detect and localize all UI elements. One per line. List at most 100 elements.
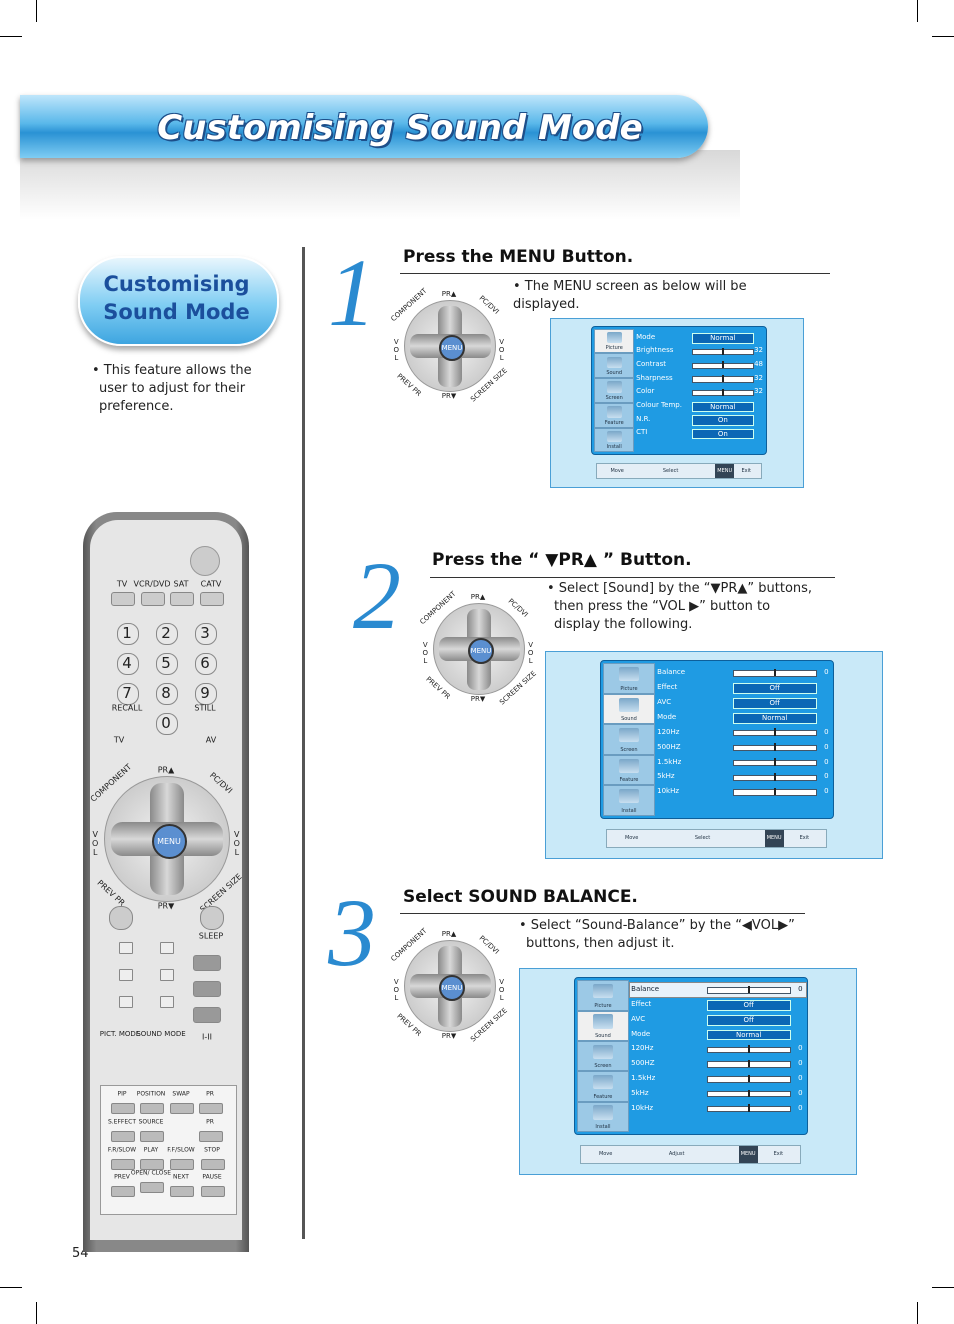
osd-row-label: 500HZ — [631, 1059, 655, 1068]
osd-tab-icon — [618, 789, 640, 804]
osd-footer-text: Move — [624, 835, 639, 842]
osd-screen: Picture Sound Screen Feature Install Balance 0… — [545, 651, 883, 859]
digit-label: 1 — [122, 623, 132, 642]
remote-label: SOUND MODE — [136, 1030, 186, 1039]
osd-row-label: Balance — [657, 668, 686, 677]
digit-label: 9 — [200, 683, 210, 702]
step-text: • The MENU screen as below will be displ… — [513, 279, 747, 312]
key-label: PR — [206, 1090, 214, 1098]
osd-value: 48 — [754, 360, 764, 369]
osd-tab: Picture — [594, 328, 635, 354]
osd-tab-icon — [618, 667, 640, 682]
remote-button — [140, 1181, 164, 1193]
osd-value: 0 — [798, 1059, 803, 1068]
osd-panel: Picture Sound Screen Feature Install Balance 0… — [573, 977, 808, 1135]
osd-tab-label: Screen — [594, 1063, 612, 1070]
remote-button — [195, 623, 217, 645]
digit-label: 4 — [122, 653, 132, 672]
osd-value: 0 — [798, 985, 803, 994]
remote-button — [193, 955, 221, 971]
menu-button: MENU — [438, 334, 466, 362]
remote-button — [119, 942, 133, 954]
osd-value: 0 — [798, 1044, 803, 1053]
remote-button — [170, 1158, 194, 1170]
osd-tab: Sound — [594, 353, 635, 379]
osd-setting-box: Normal — [732, 712, 817, 724]
remote-label: STILL — [194, 703, 216, 713]
osd-value: 0 — [824, 727, 829, 736]
osd-slider-knob — [721, 375, 724, 382]
osd-footer-text: Move — [610, 468, 624, 475]
remote-button — [200, 592, 224, 606]
crop-mark — [36, 1302, 37, 1324]
remote-button — [160, 969, 174, 981]
key-label: PIP — [117, 1090, 127, 1098]
osd-row-label: Mode — [631, 1029, 651, 1038]
osd-slider-knob — [747, 1104, 750, 1112]
osd-row-label: AVC — [631, 1014, 646, 1023]
osd-tab-icon — [592, 1044, 614, 1059]
osd-value: 0 — [798, 1074, 803, 1083]
remote-label: TV — [113, 735, 125, 745]
remote-label: AV — [205, 735, 217, 745]
osd-row-label: AVC — [657, 697, 672, 706]
osd-value: 0 — [798, 1103, 803, 1112]
vol-label: VOL — [393, 977, 400, 1002]
osd-tab-label: Screen — [605, 394, 623, 401]
step-heading: Select SOUND BALANCE. — [403, 887, 638, 907]
osd-row-label: N.R. — [636, 414, 651, 423]
osd-footer-text: Move — [598, 1151, 613, 1158]
key-label: F.R/SLOW — [107, 1146, 137, 1154]
osd-panel: Picture Sound Screen Feature Install Balance 0… — [599, 660, 834, 819]
dial-label: PR▲ — [441, 290, 457, 299]
osd-row-label: Effect — [657, 683, 678, 692]
dial: MENU — [404, 940, 496, 1032]
osd-tab: Feature — [576, 1071, 630, 1102]
remote-button — [111, 1102, 135, 1114]
osd-tab-label: Picture — [605, 345, 623, 352]
remote-button — [117, 683, 139, 705]
osd-setting-box: Normal — [691, 333, 755, 344]
osd-tab-label: Picture — [594, 1002, 612, 1009]
osd-tab-label: Feature — [604, 419, 624, 426]
dial-label: PR▼ — [470, 694, 486, 703]
osd-tab-icon — [618, 758, 640, 773]
sidebar-note: • This feature allows the user to adjust… — [92, 363, 252, 414]
step-text: • Select “Sound-Balance” by the “◀VOL▶” … — [519, 918, 795, 951]
osd-tab: Feature — [594, 402, 635, 428]
step-text: • Select [Sound] by the “▼PR▲” buttons, … — [547, 581, 813, 632]
osd-row-label: Effect — [631, 999, 652, 1008]
remote-button — [141, 592, 165, 606]
osd-slider-knob — [773, 743, 776, 751]
dial: MENU — [104, 776, 230, 902]
remote-label: VCR/DVD — [133, 579, 171, 589]
remote-button — [170, 592, 194, 606]
osd-tab-icon — [606, 356, 622, 369]
remote-label: TV — [116, 579, 128, 589]
rule — [400, 913, 805, 914]
vol-label: VOL — [498, 337, 505, 362]
remote-button — [160, 942, 174, 954]
osd-tab-icon — [592, 1075, 614, 1090]
remote-label: SAT — [173, 579, 189, 589]
remote-button — [156, 713, 178, 735]
banner-shadow — [20, 150, 740, 220]
remote-button — [156, 653, 178, 675]
remote-label: PICT. MODE — [99, 1030, 141, 1039]
osd-footer: Move Adjust MENU Exit — [580, 1145, 801, 1164]
osd-setting-box: Off — [706, 999, 791, 1011]
osd-slider-knob — [747, 985, 750, 994]
osd-row-label: 10kHz — [657, 787, 680, 796]
osd-setting-box: Normal — [706, 1029, 791, 1041]
key-label: PR — [206, 1118, 214, 1126]
osd-row-label: 120Hz — [631, 1044, 654, 1053]
osd-slider-knob — [721, 347, 724, 355]
osd-tab-icon — [618, 697, 640, 712]
osd-setting-box: On — [691, 415, 755, 426]
osd-slider-knob — [747, 1074, 750, 1083]
osd-value: 0 — [824, 668, 829, 677]
osd-row-label: 500HZ — [657, 742, 681, 751]
osd-setting-box: On — [691, 428, 755, 440]
osd-tab-label: Sound — [621, 716, 637, 723]
